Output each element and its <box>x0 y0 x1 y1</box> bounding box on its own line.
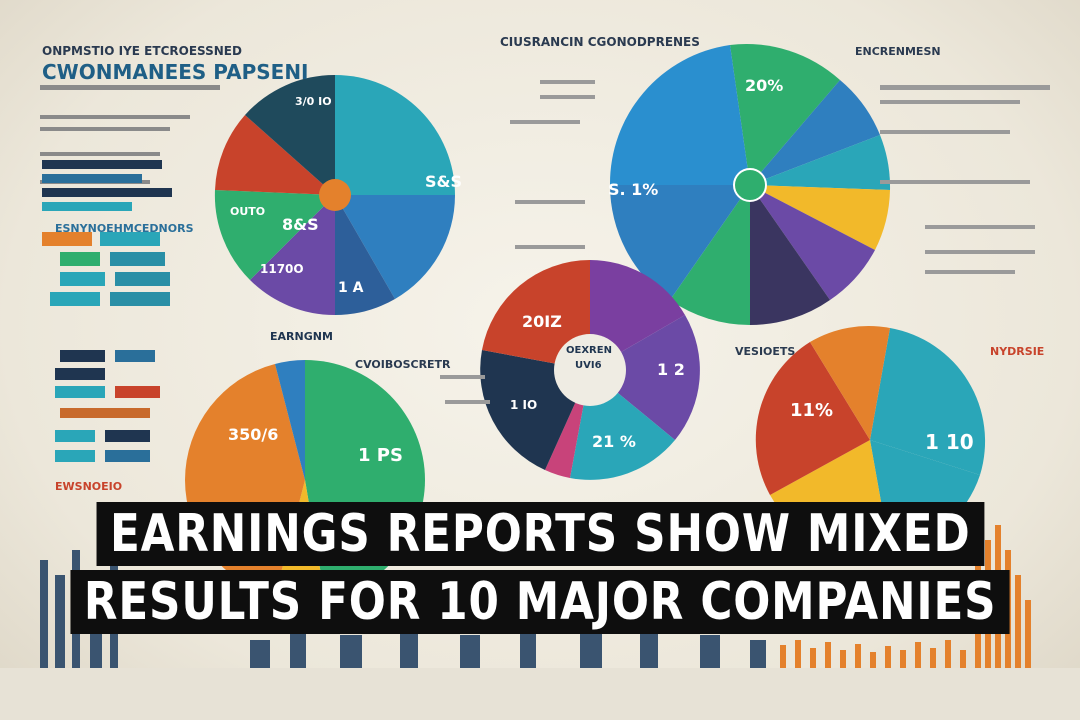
left-section-2: EWSNOEIO <box>55 480 123 493</box>
center-title: CIUSRANCIN CGONODPRENES <box>500 35 700 49</box>
headline-line-2: RESULTS FOR 10 MAJOR COMPANIES <box>70 570 1010 634</box>
pie-top-left-label-6: 3/0 IO <box>295 95 332 108</box>
pie-bottom-left-label-2: 1 PS <box>358 445 403 466</box>
pie-bottom-right-label-1: 11% <box>790 400 834 421</box>
right-label-2: VESIOETS <box>735 345 796 358</box>
pie-bottom-right-label-2: 1 10 <box>925 430 974 454</box>
pie-top-left-label-2: 8&S <box>282 215 319 234</box>
center-text-lines <box>440 80 595 404</box>
right-label-3: NYDRSIE <box>990 345 1045 358</box>
right-label-1: ENCRENMESN <box>855 45 941 58</box>
pie-center-label-1: 20IZ <box>522 312 562 331</box>
bottom-strip <box>0 668 1080 720</box>
left-section-1: ESNYNOEHMCEDNORS <box>55 222 194 235</box>
pie-center-label-5: 21 % <box>592 432 636 451</box>
mid-label-1: EARNGNM <box>270 330 333 343</box>
headline: EARNINGS REPORTS SHOW MIXED RESULTS FOR … <box>0 502 1080 634</box>
right-text-lines <box>880 85 1050 274</box>
pie-center-label-2: OEXREN <box>566 345 612 356</box>
left-text-lines <box>40 85 220 184</box>
pie-top-right-label-2: S. 1% <box>608 180 659 199</box>
pie-center-label-4: 1 2 <box>657 360 685 379</box>
pie-top-left-label-5: OUTO <box>230 205 266 218</box>
mid-label-2: CVOIBOSCRETR <box>355 358 451 371</box>
pie-bottom-left-label-1: 350/6 <box>228 425 279 444</box>
pie-center-label-6: 1 IO <box>510 398 538 412</box>
pie-center <box>480 260 700 480</box>
pie-top-left-label-4: 1 A <box>338 280 364 296</box>
left-title-2: CWONMANEES PAPSENI <box>42 60 309 84</box>
pie-top-left-label-3: 1170O <box>260 262 304 276</box>
left-bar-rows <box>42 160 172 462</box>
pie-top-right-label-1: 20% <box>745 76 784 95</box>
pie-center-label-3: UVI6 <box>575 360 602 371</box>
pie-top-right <box>609 44 891 326</box>
left-title-1: ONPMSTIO IYE ETCROESSNED <box>42 44 242 58</box>
headline-line-1: EARNINGS REPORTS SHOW MIXED <box>96 502 984 566</box>
pie-top-left-label-1: S&S <box>425 172 462 191</box>
pie-top-left <box>214 74 456 316</box>
